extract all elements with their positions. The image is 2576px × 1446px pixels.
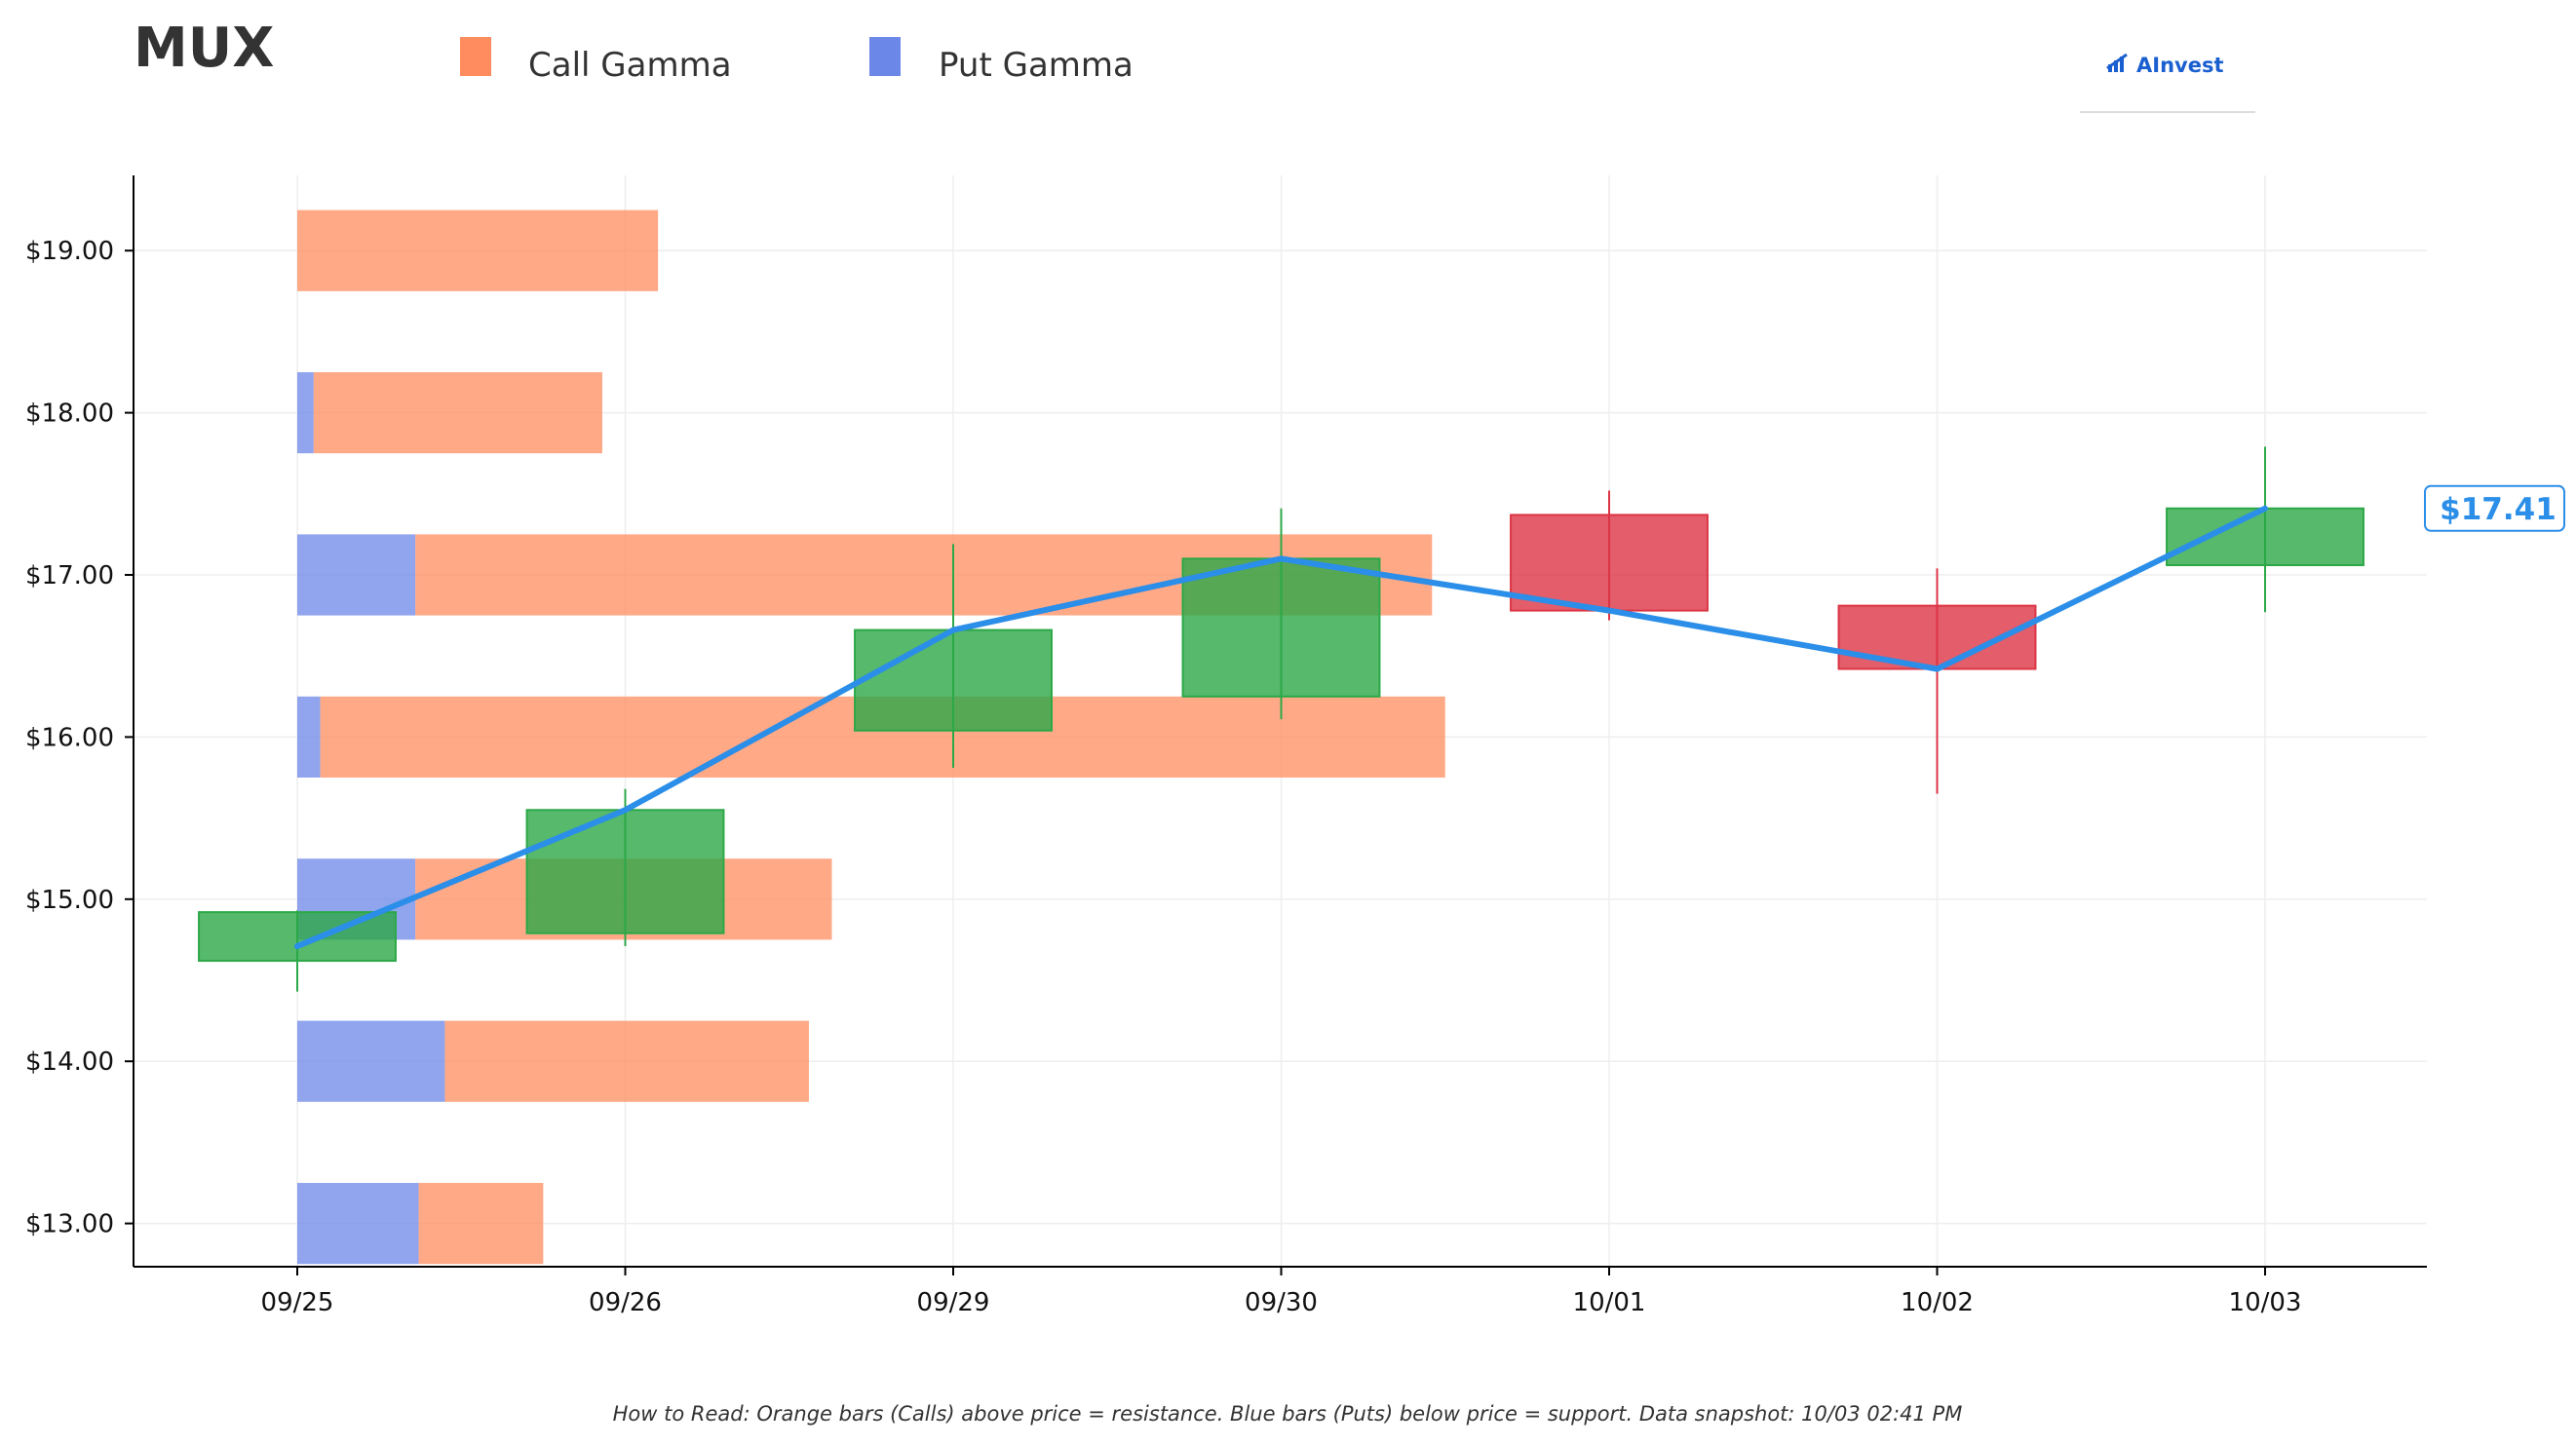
legend: Call Gamma Put Gamma — [460, 37, 1134, 85]
candle-body-up — [1181, 557, 1381, 698]
legend-swatch-put — [869, 37, 901, 76]
price-tag-label: $17.41 — [2440, 492, 2557, 527]
price-tag: $17.41 — [2424, 484, 2565, 532]
put-gamma-bar — [297, 696, 321, 778]
legend-label-put: Put Gamma — [939, 46, 1134, 85]
y-tick-label: $19.00 — [25, 237, 114, 266]
x-tick-label: 10/03 — [2229, 1288, 2302, 1317]
put-gamma-bar — [297, 534, 416, 616]
ainvest-logo-text: AInvest — [2136, 54, 2224, 77]
y-tick-label: $13.00 — [25, 1210, 114, 1239]
y-tick-label: $18.00 — [25, 400, 114, 429]
price-line-path — [294, 505, 2268, 950]
x-tick-labels: 09/25 09/26 09/29 09/30 10/01 10/02 10/03 — [261, 1267, 2302, 1317]
put-gamma-bar — [297, 372, 314, 454]
x-tick-label: 09/25 — [261, 1288, 334, 1317]
candle-body-up — [854, 628, 1053, 732]
x-tick-label: 10/01 — [1573, 1288, 1646, 1317]
price-tag-box — [2424, 484, 2565, 532]
candle-body-up — [525, 809, 725, 934]
x-tick-label: 09/30 — [1245, 1288, 1318, 1317]
call-gamma-bar — [444, 1020, 809, 1102]
candle-body-down — [1510, 514, 1709, 612]
legend-swatch-call — [460, 37, 491, 76]
put-gamma-bar — [297, 1020, 445, 1102]
gamma-bars — [297, 209, 1445, 1265]
candlesticks — [198, 446, 2365, 992]
y-tick-label: $15.00 — [25, 886, 114, 915]
put-gamma-bar — [297, 1183, 419, 1265]
x-tick-label: 09/29 — [917, 1288, 990, 1317]
call-gamma-bar — [313, 372, 602, 454]
call-gamma-bar — [297, 209, 659, 291]
chart-title: MUX — [134, 17, 274, 80]
y-tick-labels: $13.00 $14.00 $15.00 $16.00 $17.00 $18.00 $19.… — [25, 237, 134, 1239]
ainvest-bars-icon — [2106, 53, 2128, 72]
footnote: How to Read: Orange bars (Calls) above p… — [613, 1402, 1963, 1426]
legend-label-call: Call Gamma — [528, 46, 732, 85]
price-line — [294, 505, 2268, 950]
call-gamma-bar — [418, 1183, 544, 1265]
y-tick-label: $17.00 — [25, 561, 114, 590]
y-tick-label: $16.00 — [25, 723, 114, 752]
y-tick-label: $14.00 — [25, 1047, 114, 1077]
candle-body-up — [2166, 507, 2365, 567]
x-tick-label: 09/26 — [589, 1288, 662, 1317]
ainvest-logo: AInvest — [2080, 53, 2255, 113]
x-tick-label: 10/02 — [1901, 1288, 1974, 1317]
